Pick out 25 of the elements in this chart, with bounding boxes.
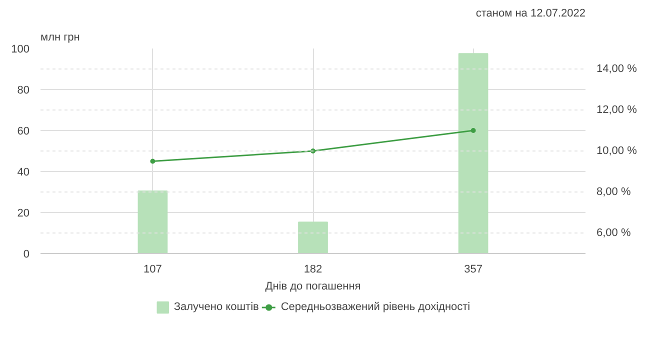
y2-tick-label: 10,00 % [596, 145, 638, 157]
bar [298, 222, 328, 254]
text: станом на 12.07.2022 [476, 8, 586, 20]
legend-label: Середньозважений рівень дохідності [280, 301, 470, 313]
point [310, 148, 316, 154]
x-tick-label: 182 [304, 264, 322, 276]
y-axis-title: млн грн [40, 32, 80, 44]
y-tick-label: 100 [11, 44, 30, 56]
y2-tick-label: 12,00 % [596, 104, 638, 116]
y-tick-label: 0 [23, 248, 30, 260]
y2-tick-label: 14,00 % [596, 63, 638, 75]
x-tick-label: 107 [144, 264, 162, 276]
y-tick-label: 40 [17, 166, 30, 178]
bar [458, 53, 488, 254]
point [470, 128, 476, 133]
x-tick-label: 357 [464, 264, 482, 276]
y-tick-label: 80 [17, 84, 30, 96]
y2-tick-label: 8,00 % [596, 186, 631, 198]
bar [138, 190, 168, 254]
y2-tick-label: 6,00 % [596, 227, 631, 239]
y-tick-label: 60 [17, 126, 30, 138]
point [150, 158, 156, 164]
x-axis-title: Днів до погашення [265, 280, 361, 292]
y-tick-label: 20 [17, 208, 30, 220]
legend-label: Залучено коштів [174, 301, 259, 313]
